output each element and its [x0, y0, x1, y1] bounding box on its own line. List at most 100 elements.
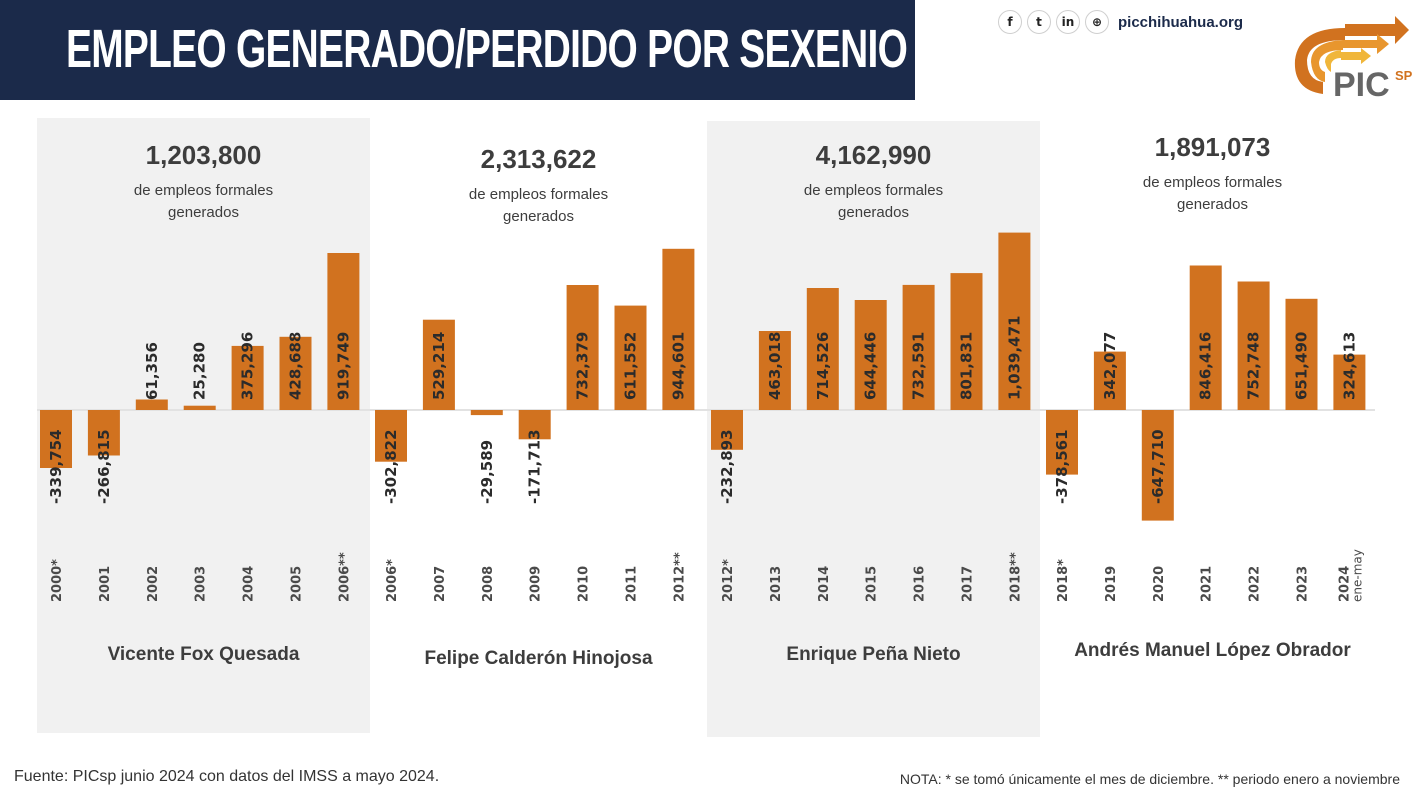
- bar: [422, 319, 455, 410]
- bar-value-label: 919,749: [334, 332, 352, 400]
- bar-value-label: 1,039,471: [1005, 316, 1023, 400]
- year-label: 2006*: [385, 559, 400, 602]
- bar-value-label: 732,591: [910, 332, 928, 400]
- year-label: 2010: [577, 566, 592, 602]
- year-label: 2012*: [721, 559, 736, 602]
- bar-value-label: -266,815: [95, 429, 113, 504]
- panel-subtitle-line2: generados: [1177, 196, 1248, 213]
- logo-arc-mid: [1311, 40, 1343, 82]
- bar: [1046, 410, 1078, 475]
- panel-amlo: 1,891,073 de empleos formales generados …: [1040, 118, 1385, 733]
- panel-total: 1,891,073: [1154, 132, 1271, 162]
- year-label: 2014: [817, 566, 832, 602]
- bar-value-label: -29,589: [478, 440, 496, 504]
- year-label: 2001: [98, 566, 113, 602]
- globe-icon[interactable]: ⊕: [1085, 10, 1109, 34]
- logo-text: PIC: [1333, 66, 1390, 102]
- year-label: 2019: [1104, 566, 1119, 602]
- bar-value-label: 752,748: [1245, 332, 1263, 400]
- bar: [902, 284, 935, 410]
- bar: [470, 410, 503, 416]
- president-name: Vicente Fox Quesada: [107, 644, 300, 665]
- logo-arrow-2: [1343, 34, 1389, 54]
- bar-value-label: 324,613: [1340, 332, 1358, 400]
- year-label: 2002: [146, 566, 161, 602]
- year-label: 2021: [1200, 566, 1215, 602]
- bar-value-label: -378,561: [1053, 429, 1071, 504]
- year-label: 2015: [865, 566, 880, 602]
- bar-value-label: 644,446: [862, 332, 880, 400]
- year-label: 2023: [1296, 566, 1311, 602]
- bar: [1141, 410, 1174, 521]
- bar: [1285, 298, 1318, 410]
- panel-total: 2,313,622: [480, 144, 597, 174]
- year-label: 2012**: [672, 552, 687, 602]
- year-label: 2003: [194, 566, 209, 602]
- bar-value-label: 463,018: [766, 332, 784, 400]
- year-label: 2011: [625, 566, 640, 602]
- panel-subtitle-line1: de empleos formales: [803, 182, 944, 199]
- bar-value-label: 428,688: [287, 332, 305, 400]
- source-note: Fuente: PICsp junio 2024 con datos del I…: [14, 768, 440, 785]
- president-name: Enrique Peña Nieto: [786, 644, 961, 665]
- bar-value-label: 846,416: [1197, 332, 1215, 400]
- logo-arc-inner: [1325, 50, 1341, 72]
- panel-calderon: 2,313,622 de empleos formales generados …: [370, 118, 707, 733]
- bar: [518, 410, 551, 440]
- bar: [327, 253, 360, 410]
- bar-value-label: 25,280: [191, 342, 209, 400]
- year-label: 2022: [1248, 566, 1263, 602]
- bar: [854, 300, 887, 410]
- bar: [1189, 265, 1222, 410]
- panel-subtitle-line1: de empleos formales: [133, 182, 274, 199]
- bar-value-label: 375,296: [239, 332, 257, 400]
- year-label: 2017: [961, 566, 976, 602]
- bar: [1237, 281, 1270, 410]
- bar: [375, 410, 407, 462]
- bar: [998, 232, 1031, 410]
- panel-pena: 4,162,990 de empleos formales generados …: [707, 121, 1040, 737]
- title-bar: EMPLEO GENERADO/PERDIDO POR SEXENIO: [0, 0, 915, 100]
- bar-value-label: 342,077: [1101, 332, 1119, 400]
- year-sublabel: ene-may: [1350, 549, 1364, 602]
- year-label: 2020: [1152, 566, 1167, 602]
- bar-value-label: 611,552: [622, 332, 640, 400]
- bar: [231, 345, 264, 410]
- bar: [566, 285, 599, 410]
- year-label: 2004: [242, 566, 257, 602]
- bar: [614, 305, 647, 410]
- panel-total: 4,162,990: [815, 140, 932, 170]
- bar-value-label: -339,754: [47, 429, 65, 504]
- bar-value-label: 714,526: [814, 332, 832, 400]
- year-label: 2018**: [1008, 552, 1023, 602]
- bar: [1093, 351, 1126, 410]
- bar: [711, 410, 743, 450]
- logo-subtext: SP: [1395, 68, 1413, 83]
- year-label: 2005: [290, 566, 305, 602]
- president-name: Andrés Manuel López Obrador: [1074, 640, 1351, 661]
- bar: [662, 248, 695, 410]
- panel-subtitle-line2: generados: [838, 204, 909, 221]
- year-label: 2018*: [1056, 559, 1071, 602]
- bar-value-label: 801,831: [958, 332, 976, 400]
- bar: [183, 405, 216, 410]
- bar: [1333, 354, 1366, 410]
- linkedin-icon[interactable]: in: [1056, 10, 1080, 34]
- bar: [40, 410, 72, 468]
- facebook-icon[interactable]: f: [998, 10, 1022, 34]
- website-link[interactable]: picchihuahua.org: [1118, 13, 1244, 31]
- bar-value-label: -302,822: [382, 429, 400, 504]
- twitter-icon[interactable]: t: [1027, 10, 1051, 34]
- panel-subtitle-line1: de empleos formales: [468, 186, 609, 203]
- year-label: 2016: [913, 566, 928, 602]
- bar-value-label: -232,893: [718, 429, 736, 504]
- footnote: NOTA: * se tomó únicamente el mes de dic…: [899, 771, 1400, 787]
- panel-subtitle-line2: generados: [168, 204, 239, 221]
- president-name: Felipe Calderón Hinojosa: [424, 648, 653, 669]
- bar: [279, 336, 312, 410]
- bar: [806, 288, 839, 410]
- bar: [950, 273, 983, 410]
- year-label: 2024: [1337, 566, 1352, 602]
- picsp-logo: PIC SP: [1294, 16, 1413, 102]
